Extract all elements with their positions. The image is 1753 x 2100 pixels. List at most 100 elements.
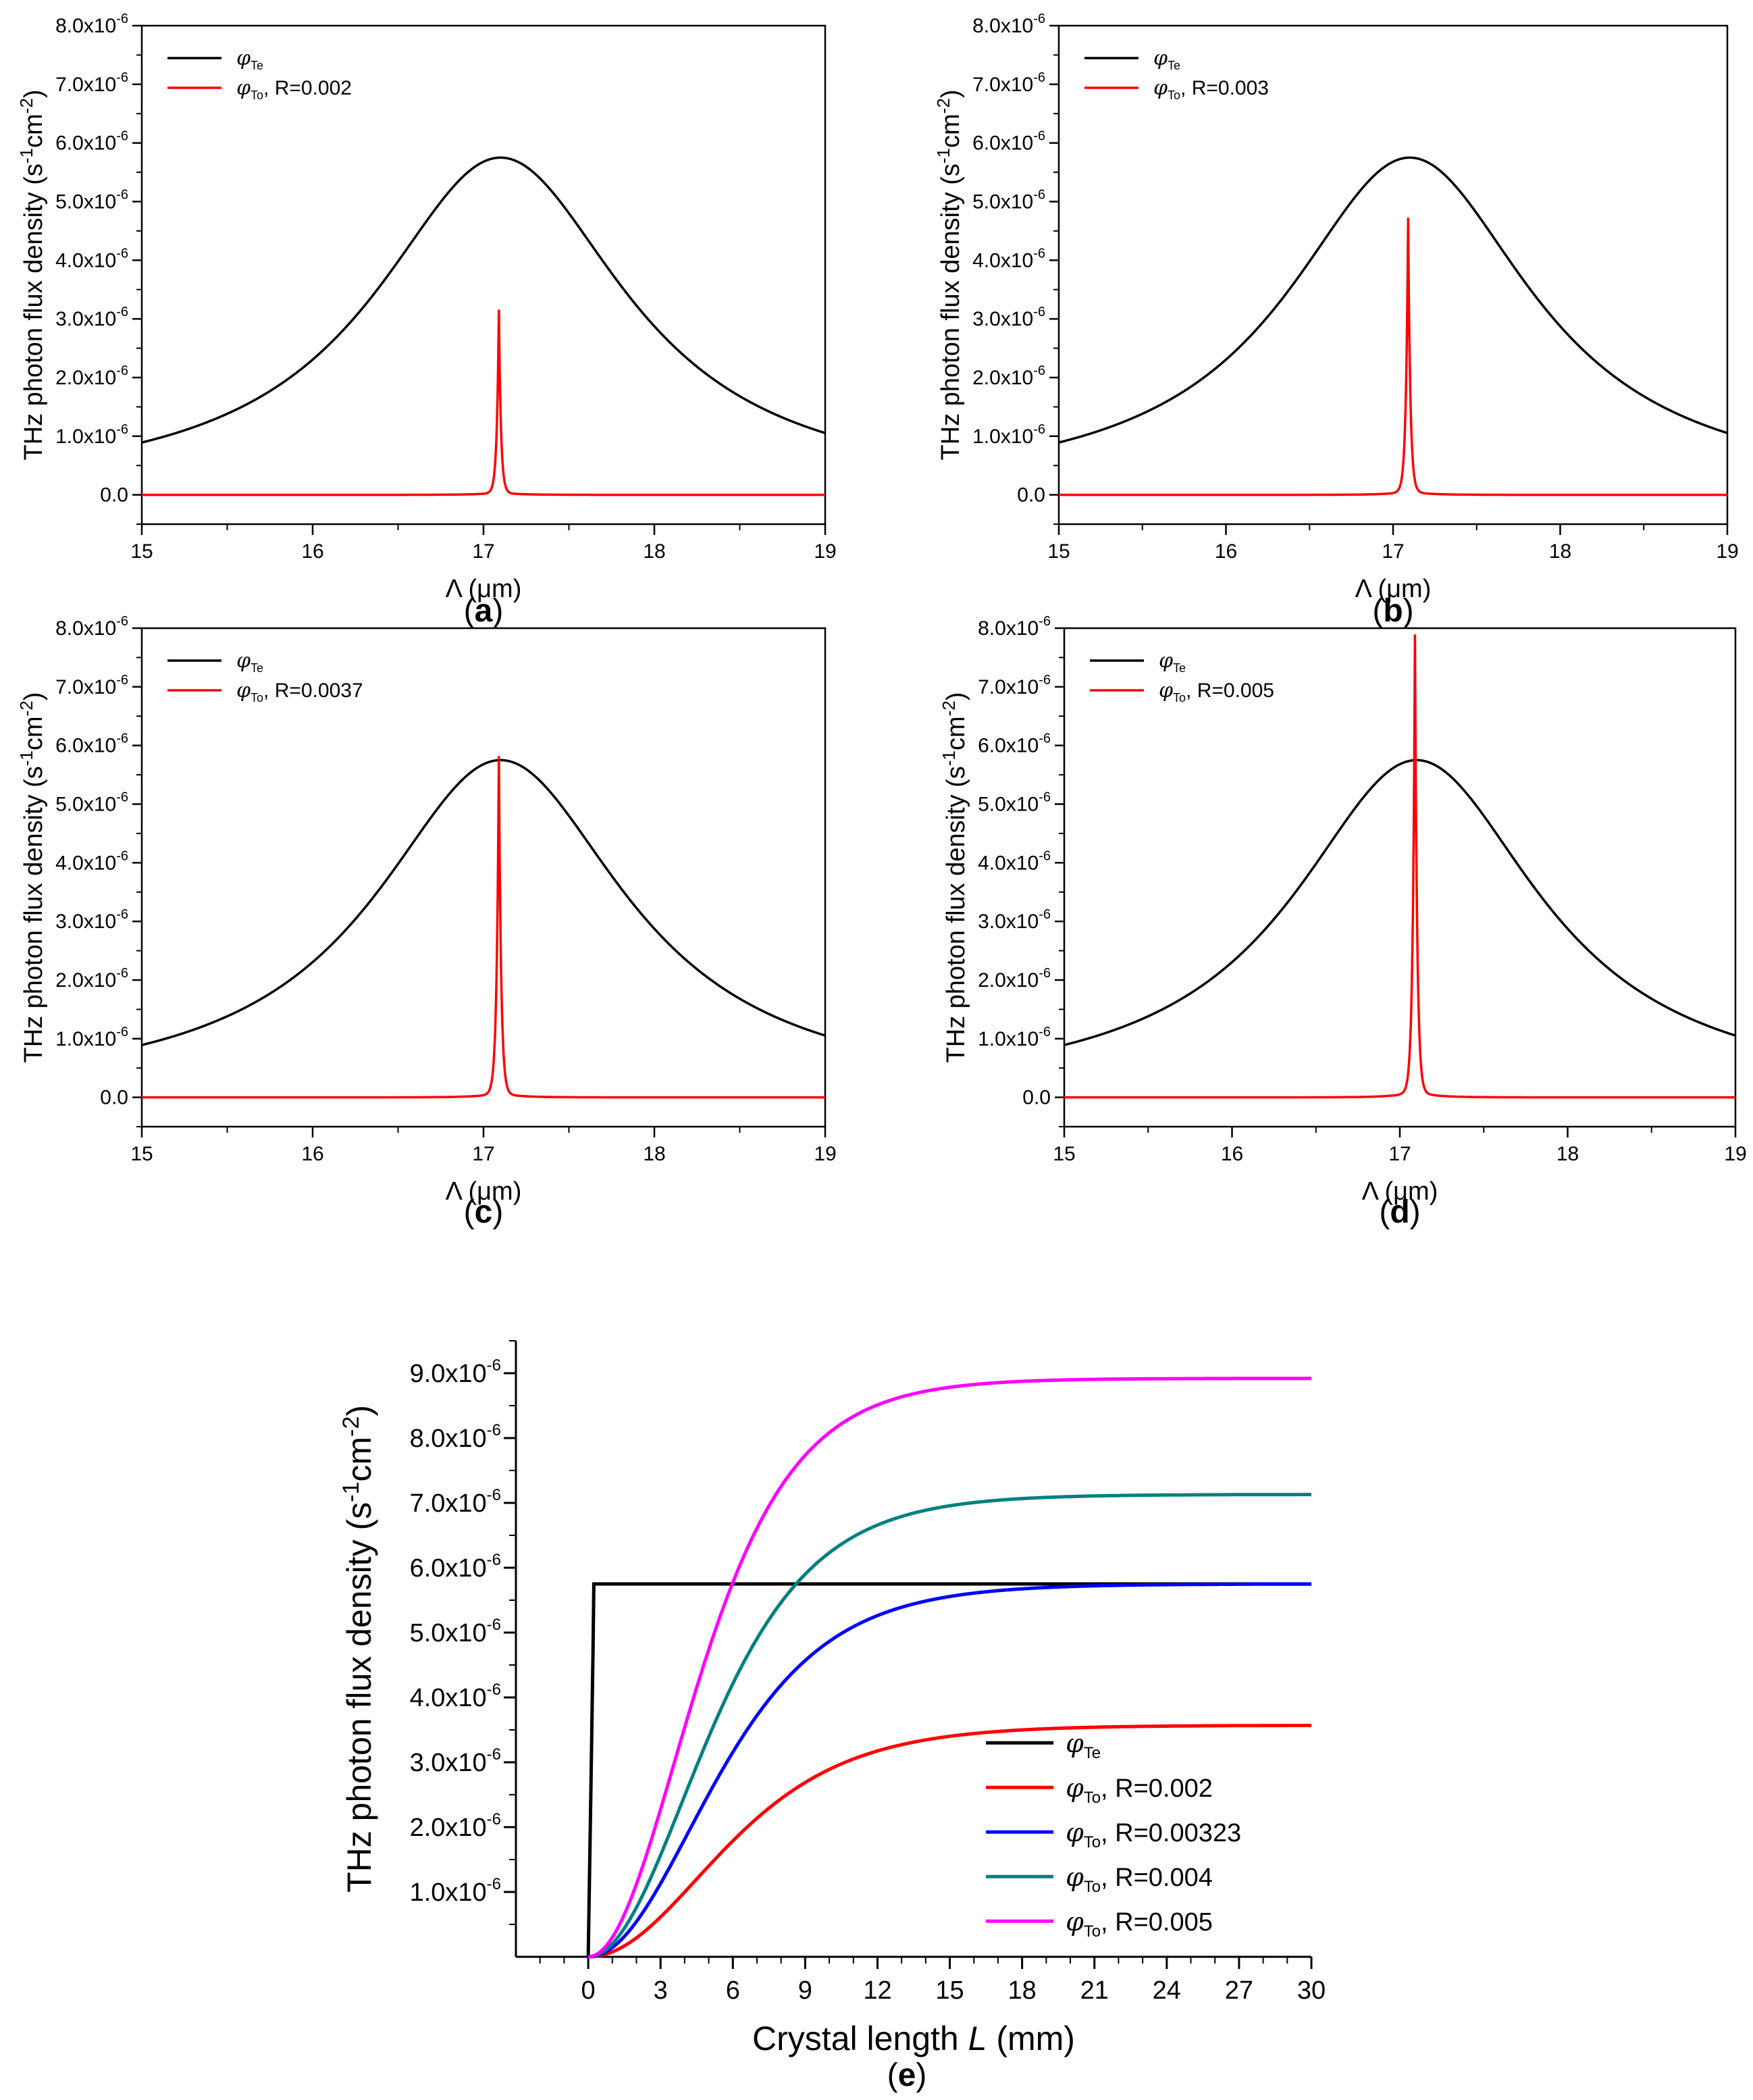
y-tick-exponent: -6 — [116, 614, 128, 629]
series-line-0 — [1058, 156, 1728, 444]
y-title-sup: -1 — [16, 148, 36, 163]
y-tick-exponent: -6 — [487, 1681, 501, 1699]
panel-label: (c) — [464, 1194, 504, 1230]
legend-label: , R=0.003 — [1180, 77, 1269, 99]
y-tick-exponent: -6 — [116, 673, 128, 688]
series-line-3 — [588, 1493, 1311, 1959]
y-tick-label: 5.0x10-6 — [978, 790, 1051, 815]
y-tick-mantissa: 7.0x10 — [55, 74, 116, 96]
y-tick-exponent: -6 — [1039, 673, 1051, 688]
y-tick-label: 8.0x10-6 — [55, 614, 128, 640]
y-tick-label: 5.0x10-6 — [410, 1616, 501, 1647]
legend-entry: φTo, R=0.0037 — [236, 679, 363, 705]
y-tick-exponent: -6 — [1039, 966, 1051, 981]
x-tick-label: 27 — [1225, 1976, 1253, 2005]
legend-subscript: To — [1173, 691, 1186, 705]
y-tick-label: 4.0x10-6 — [972, 246, 1045, 272]
y-tick-exponent: -6 — [1033, 305, 1045, 319]
y-tick-mantissa: 8.0x10 — [55, 15, 116, 37]
series-line-1 — [142, 309, 825, 496]
panel-label: (b) — [1372, 593, 1413, 629]
legend-entry: φTe — [1066, 1728, 1101, 1762]
y-tick-label: 3.0x10-6 — [55, 907, 128, 933]
y-tick-mantissa: 7.0x10 — [978, 676, 1039, 698]
legend-symbol: φ — [1153, 47, 1168, 70]
x-axis-title: Λ (μm) — [446, 1177, 522, 1206]
x-tick-label: 0 — [581, 1976, 596, 2005]
x-tick-label: 19 — [1716, 540, 1738, 563]
legend-subscript: To — [1084, 1922, 1101, 1941]
series-line-0 — [586, 1582, 1311, 1957]
x-tick-label: 18 — [643, 1143, 665, 1165]
y-title-part: THz photon flux density (s — [20, 766, 48, 1062]
y-title-part: THz photon flux density (s — [20, 163, 48, 460]
y-tick-mantissa: 3.0x10 — [55, 308, 116, 330]
series-line-0 — [1064, 759, 1736, 1046]
y-tick-exponent: -6 — [1033, 187, 1045, 202]
legend-label: , R=0.002 — [263, 77, 352, 99]
y-tick-label: 3.0x10-6 — [972, 305, 1045, 330]
x-tick-label: 17 — [472, 540, 494, 563]
legend-entry: φTo, R=0.004 — [1066, 1862, 1213, 1896]
y-tick-label: 4.0x10-6 — [978, 848, 1051, 874]
plot-frame — [1057, 24, 1729, 526]
y-tick-mantissa: 0.0 — [100, 484, 128, 507]
y-title-part: cm — [20, 113, 48, 148]
y-tick-label: 8.0x10-6 — [978, 614, 1051, 640]
y-tick-mantissa: 3.0x10 — [972, 308, 1033, 330]
legend-entry: φTo, R=0.002 — [1066, 1773, 1213, 1807]
y-axis-title: THz photon flux density (s-1cm-2) — [16, 90, 48, 461]
x-tick-label: 18 — [1008, 1976, 1036, 2005]
y-tick-label: 2.0x10-6 — [55, 363, 128, 389]
x-tick-label: 19 — [814, 540, 836, 563]
panel-label-paren: ( — [464, 593, 475, 629]
y-tick-exponent: -6 — [1039, 614, 1051, 629]
x-tick-label: 17 — [472, 1143, 494, 1165]
legend-subscript: To — [1084, 1833, 1101, 1851]
x-tick-label: 15 — [1053, 1143, 1075, 1165]
legend-symbol: φ — [1066, 1728, 1084, 1758]
y-tick-mantissa: 5.0x10 — [978, 793, 1039, 815]
y-tick-label: 2.0x10-6 — [972, 363, 1045, 389]
x-title-part: (mm) — [987, 2020, 1075, 2057]
y-tick-label: 7.0x10-6 — [55, 70, 128, 96]
y-tick-mantissa: 8.0x10 — [978, 617, 1039, 640]
y-tick-label: 6.0x10-6 — [410, 1551, 501, 1583]
x-tick-label: 21 — [1080, 1976, 1109, 2005]
y-title-sup: -2 — [338, 1416, 364, 1437]
x-tick-label: 18 — [1556, 1143, 1579, 1165]
y-tick-label: 4.0x10-6 — [55, 848, 128, 874]
legend-entry: φTo, R=0.003 — [1153, 76, 1269, 102]
y-tick-label: 1.0x10-6 — [978, 1025, 1051, 1050]
legend-label: , R=0.004 — [1101, 1864, 1213, 1892]
panel-label-letter: a — [475, 593, 493, 629]
x-tick-label: 30 — [1297, 1976, 1326, 2005]
y-tick-mantissa: 9.0x10 — [410, 1360, 487, 1388]
panel-label-paren: ) — [1403, 593, 1414, 629]
y-title-part: ) — [937, 90, 965, 99]
y-tick-exponent: -6 — [487, 1616, 501, 1634]
y-tick-exponent: -6 — [116, 187, 128, 202]
y-title-sup: -2 — [933, 98, 953, 113]
y-title-sup: -1 — [338, 1482, 364, 1502]
y-tick-mantissa: 7.0x10 — [972, 74, 1033, 96]
y-title-part: cm — [340, 1437, 378, 1482]
panel-b: 15 16 17 18 190.01.0x10-62.0x10-63.0x10-64.0… — [933, 11, 1739, 629]
y-tick-label: 7.0x10-6 — [978, 673, 1051, 698]
y-tick-label: 2.0x10-6 — [978, 966, 1051, 992]
y-tick-mantissa: 3.0x10 — [410, 1749, 487, 1777]
y-tick-mantissa: 6.0x10 — [972, 132, 1033, 155]
panel-label-letter: d — [1390, 1194, 1409, 1230]
y-tick-label: 2.0x10-6 — [410, 1810, 501, 1842]
y-tick-mantissa: 0.0 — [1022, 1087, 1051, 1109]
panel-label-paren: ( — [1379, 1194, 1390, 1230]
y-tick-exponent: -6 — [116, 246, 128, 261]
x-tick-label: 16 — [1221, 1143, 1243, 1165]
legend-symbol: φ — [1066, 1862, 1084, 1892]
series-line-1 — [588, 1724, 1311, 1959]
y-tick-mantissa: 2.0x10 — [972, 367, 1033, 389]
panel-label-letter: e — [898, 2057, 916, 2093]
y-tick-mantissa: 5.0x10 — [55, 793, 116, 815]
y-tick-label: 8.0x10-6 — [972, 11, 1045, 37]
x-tick-label: 16 — [301, 540, 323, 563]
